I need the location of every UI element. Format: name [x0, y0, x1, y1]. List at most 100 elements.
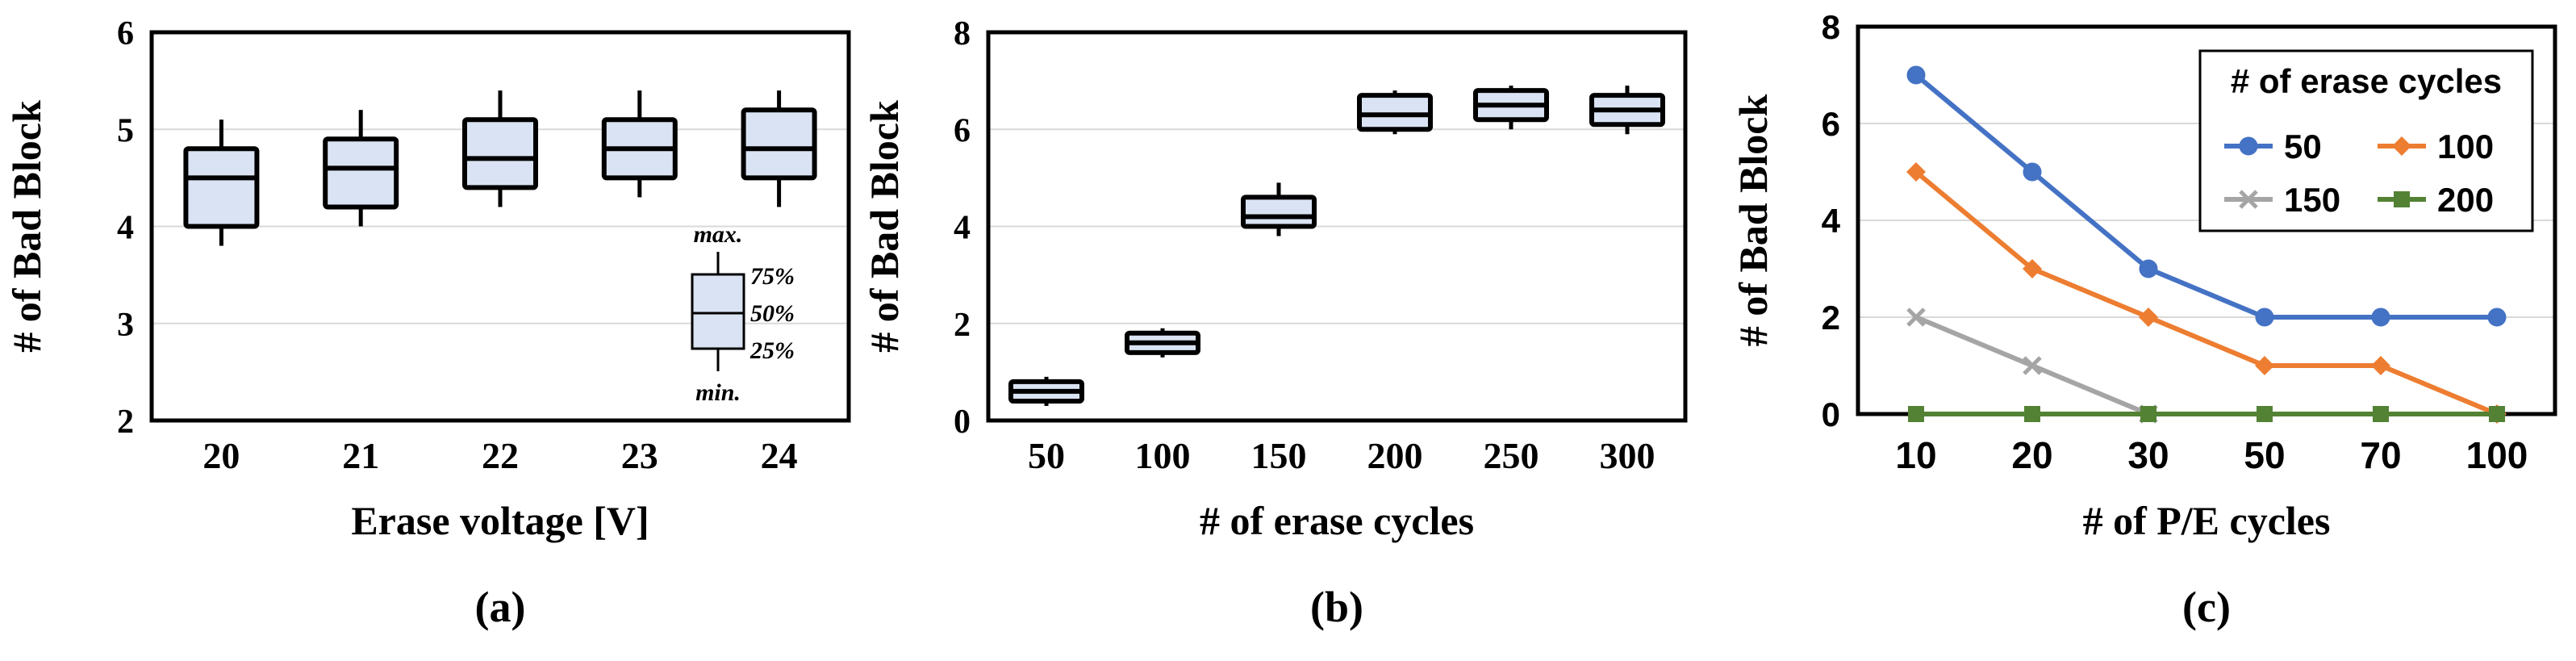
y-tick-label: 4 — [1822, 202, 1841, 240]
x-tick-label: 200 — [1367, 435, 1423, 476]
legend-entry-150: 150 — [2224, 181, 2340, 219]
key-label-75: 75% — [750, 263, 795, 290]
y-tick-label: 0 — [954, 404, 971, 441]
x-tick-label: 21 — [342, 435, 379, 476]
box-100 — [1125, 328, 1200, 358]
box-250 — [1473, 86, 1549, 130]
box-20 — [183, 119, 260, 246]
box-iqr — [1357, 93, 1433, 132]
panel-label: (c) — [2182, 583, 2231, 631]
legend-entry-50: 50 — [2224, 128, 2322, 165]
key-label-50: 50% — [750, 300, 795, 327]
key-label-max: max. — [694, 221, 743, 248]
legend: # of erase cycles 50 100 150 200 — [2198, 49, 2534, 232]
data-point — [1906, 307, 1926, 327]
box-iqr — [183, 146, 260, 229]
x-tick-label: 24 — [761, 435, 798, 476]
panel-label: (a) — [475, 583, 526, 631]
legend-label: 150 — [2284, 181, 2340, 219]
key-label-min: min. — [695, 379, 741, 406]
x-tick-label: 250 — [1484, 435, 1539, 476]
x-tick-label: 300 — [1600, 435, 1655, 476]
legend-label: 200 — [2437, 181, 2494, 219]
box-iqr — [462, 117, 538, 190]
y-tick-label: 6 — [117, 15, 134, 52]
x-tick-label: 30 — [2127, 434, 2169, 476]
box-300 — [1589, 86, 1665, 135]
data-point — [2023, 162, 2042, 182]
box-iqr — [323, 136, 399, 210]
y-tick-label: 4 — [117, 210, 134, 247]
data-point — [2392, 136, 2411, 156]
box-24 — [741, 90, 817, 207]
y-tick-label: 8 — [1822, 8, 1840, 46]
y-tick-label: 0 — [1822, 395, 1840, 433]
box-iqr — [1241, 195, 1317, 229]
data-point — [2489, 406, 2505, 422]
x-axis-label: # of erase cycles — [1200, 498, 1474, 543]
x-tick-label: 20 — [202, 435, 240, 476]
series-line — [1914, 169, 2499, 416]
series-line — [1914, 73, 2497, 320]
key-label-25: 25% — [749, 337, 795, 364]
x-axis-label: Erase voltage [V] — [351, 498, 649, 543]
series-50 — [1906, 65, 2507, 327]
y-tick-label: 6 — [954, 112, 971, 149]
x-tick-label: 20 — [2011, 434, 2052, 476]
data-point — [2139, 259, 2158, 278]
x-tick-label: 100 — [1135, 435, 1191, 476]
key-box — [691, 273, 745, 350]
data-point — [1908, 406, 1924, 422]
data-point — [2255, 356, 2274, 375]
y-tick-label: 2 — [1822, 299, 1840, 337]
data-point — [1906, 162, 1926, 182]
y-tick-label: 2 — [954, 307, 971, 344]
chart-panel-2: 0 2 4 6 8 50 100 150 200 250 300 # of erase cycles #… — [862, 15, 1688, 631]
data-point — [2023, 259, 2042, 278]
box-key: max. 75% 50% 25% min. — [691, 221, 795, 406]
chart-panel-3: 0 2 4 6 8 10 20 30 50 70 100 # of P/E cycles # of Ba… — [1731, 8, 2557, 631]
y-axis-label: # of Bad Block — [4, 100, 49, 353]
y-tick-label: 2 — [117, 404, 134, 441]
data-point — [2139, 307, 2158, 327]
box-150 — [1241, 182, 1317, 236]
box-iqr — [741, 107, 817, 181]
box-21 — [323, 110, 399, 227]
x-tick-label: 22 — [482, 435, 519, 476]
x-tick-label: 70 — [2360, 434, 2401, 476]
x-tick-label: 50 — [1028, 435, 1065, 476]
data-point — [2371, 307, 2390, 327]
data-point — [2371, 356, 2390, 375]
data-point — [2024, 406, 2040, 422]
data-point — [2239, 136, 2258, 156]
data-point — [2140, 406, 2156, 422]
x-tick-label: 50 — [2244, 434, 2285, 476]
legend-entry-200: 200 — [2378, 181, 2494, 219]
data-point — [2394, 191, 2410, 207]
legend-label: 50 — [2284, 128, 2322, 165]
box-50 — [1008, 376, 1084, 406]
legend-entry-100: 100 — [2378, 128, 2494, 165]
x-tick-label: 10 — [1895, 434, 1936, 476]
box-22 — [462, 90, 538, 207]
y-tick-label: 5 — [117, 112, 134, 149]
box-200 — [1357, 90, 1433, 135]
y-tick-label: 3 — [117, 307, 134, 344]
data-point — [2373, 406, 2389, 422]
x-tick-label: 150 — [1251, 435, 1307, 476]
series-150 — [1906, 307, 2158, 424]
x-tick-label: 100 — [2466, 434, 2528, 476]
legend-label: 100 — [2437, 128, 2494, 165]
y-axis-label: # of Bad Block — [862, 100, 907, 353]
data-point — [2239, 190, 2258, 209]
plot-area-frame — [149, 30, 851, 423]
data-point — [1906, 65, 1926, 85]
data-point — [2257, 406, 2273, 422]
data-point — [2255, 307, 2274, 327]
legend-title: # of erase cycles — [2231, 62, 2502, 100]
data-point — [2487, 307, 2507, 327]
x-tick-label: 23 — [621, 435, 658, 476]
series-200 — [1908, 406, 2505, 422]
